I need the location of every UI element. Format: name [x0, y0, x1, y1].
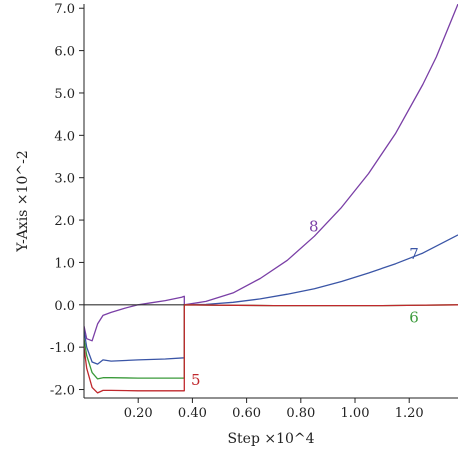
x-tick-label: 1.20	[395, 406, 424, 421]
x-tick-label: 1.00	[341, 406, 370, 421]
y-tick-label: -2.0	[50, 384, 75, 399]
series-6-line	[84, 304, 458, 380]
y-axis-title: Y-Axis ×10^-2	[15, 150, 31, 252]
x-axis-title: Step ×10^4	[227, 431, 314, 447]
series-8-line	[84, 4, 458, 342]
x-tick-layer: 0.20 0.40 0.60 0.80 1.00 1.20	[124, 398, 424, 421]
x-tick-label: 0.80	[286, 406, 315, 421]
series-8-label: 8	[309, 217, 319, 235]
curve-label-layer: 8 7 6 5	[191, 217, 419, 389]
y-tick-label: 6.0	[54, 45, 75, 60]
series-7-label: 7	[409, 245, 419, 263]
series-7-line	[84, 234, 458, 365]
y-tick-label: 1.0	[54, 256, 75, 271]
y-tick-layer: -2.0 -1.0 0.0 1.0 2.0 3.0 4.0 5.0 6.0 7.0	[50, 2, 84, 399]
y-tick-label: 3.0	[54, 172, 75, 187]
y-tick-label: 5.0	[54, 87, 75, 102]
y-tick-label: 2.0	[54, 214, 75, 229]
series-5-line	[84, 304, 458, 394]
y-tick-label: 4.0	[54, 129, 75, 144]
x-tick-label: 0.60	[232, 406, 261, 421]
series-5-label: 5	[191, 371, 201, 389]
series-layer	[84, 4, 458, 394]
series-6-label: 6	[409, 309, 419, 327]
x-tick-label: 0.40	[178, 406, 207, 421]
x-tick-label: 0.20	[124, 406, 153, 421]
y-tick-label: 7.0	[54, 2, 75, 17]
y-tick-label: -1.0	[50, 341, 75, 356]
y-tick-label: 0.0	[54, 299, 75, 314]
